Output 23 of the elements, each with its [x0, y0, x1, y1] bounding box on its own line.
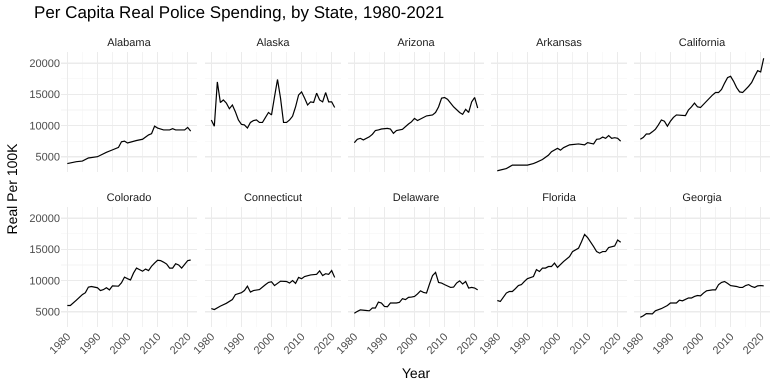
- chart-title: Georgia: [682, 192, 722, 204]
- y-tick-label: 15000: [29, 244, 60, 256]
- chart-title: Arkansas: [536, 36, 582, 49]
- y-tick-label: 15000: [29, 89, 60, 102]
- text: Per Capita Real Police Spending, by State, 1980-2021: [34, 3, 444, 23]
- y-tick-label: 20000: [29, 58, 60, 70]
- y-tick-label: 20000: [29, 213, 60, 226]
- chart-title: Delaware: [392, 192, 440, 204]
- y-tick-label: 10000: [29, 275, 60, 288]
- y-axis-title: Real Per 100K: [4, 143, 20, 235]
- chart-title: Florida: [542, 192, 577, 204]
- chart-title: Connecticut: [244, 192, 302, 204]
- y-tick-label: 10000: [29, 120, 60, 132]
- chart-title: Alaska: [256, 36, 290, 49]
- x-axis-title: Year: [402, 365, 430, 381]
- chart-title: Arizona: [397, 36, 436, 49]
- chart-title: Colorado: [106, 192, 152, 204]
- y-tick-label: 5000: [36, 152, 60, 164]
- y-tick-label: 5000: [36, 306, 60, 319]
- chart-title: Alabama: [107, 36, 152, 49]
- chart-title: California: [678, 36, 726, 49]
- line-series: [66, 259, 192, 306]
- line-series: [66, 126, 192, 164]
